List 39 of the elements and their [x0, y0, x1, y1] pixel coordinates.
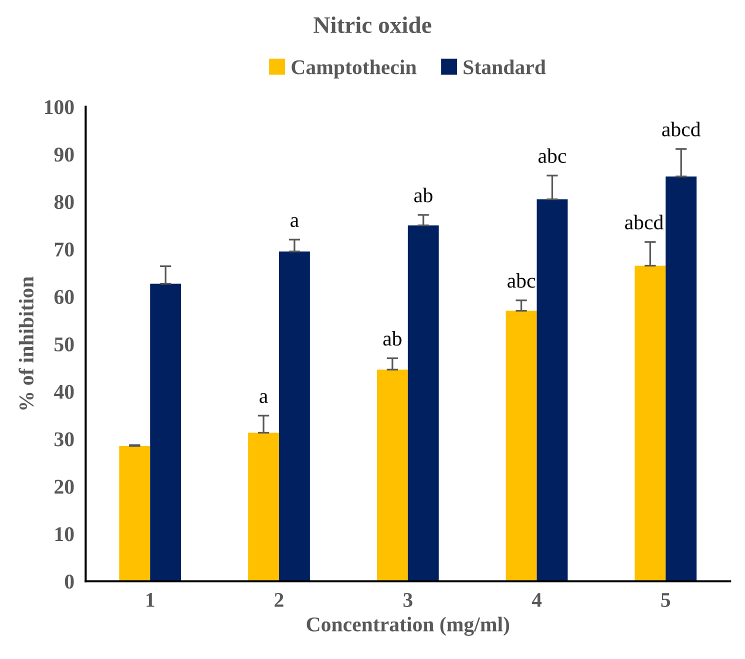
bar: [506, 310, 537, 582]
y-tick-label: 10: [55, 527, 74, 542]
bar: [408, 225, 439, 582]
bar: [634, 266, 666, 582]
y-tick-label: 70: [54, 242, 74, 257]
x-axis-title: Concentration (mg/ml): [306, 616, 510, 636]
y-tick-label: 90: [54, 148, 74, 162]
data-label: abc: [508, 273, 536, 288]
x-tick-label: 2: [274, 593, 284, 607]
data-label: a: [260, 393, 268, 404]
y-tick-label: 50: [54, 337, 74, 352]
bar: [119, 446, 150, 582]
y-tick-label: 20: [54, 480, 74, 494]
y-tick-label: 30: [54, 432, 74, 446]
bar: [666, 176, 697, 582]
bar: [150, 284, 182, 582]
data-label: abcd: [662, 122, 701, 136]
data-label: abc: [538, 148, 566, 163]
y-tick-label: 40: [54, 384, 74, 399]
data-label: abcd: [625, 214, 664, 230]
bar: [536, 199, 568, 582]
y-tick-label: 60: [54, 290, 74, 304]
y-tick-label: 80: [54, 195, 74, 210]
bar: [248, 432, 279, 582]
bar: [376, 370, 408, 582]
legend-label: Standard: [464, 60, 546, 74]
x-tick-label: 3: [403, 593, 412, 608]
y-axis-title: % of inhibition: [18, 276, 34, 410]
data-label: ab: [383, 331, 402, 346]
y-tick-label: 0: [64, 574, 74, 589]
y-tick-label: 100: [44, 100, 74, 114]
chart-title: Nitric oxide: [314, 16, 432, 34]
bar: [279, 251, 310, 582]
data-label: a: [290, 217, 299, 228]
data-label: ab: [414, 188, 432, 202]
x-tick-label: 5: [661, 593, 670, 608]
x-tick-label: 4: [532, 593, 542, 607]
x-tick-label: 1: [146, 593, 154, 607]
legend-label: Camptothecin: [292, 60, 416, 79]
